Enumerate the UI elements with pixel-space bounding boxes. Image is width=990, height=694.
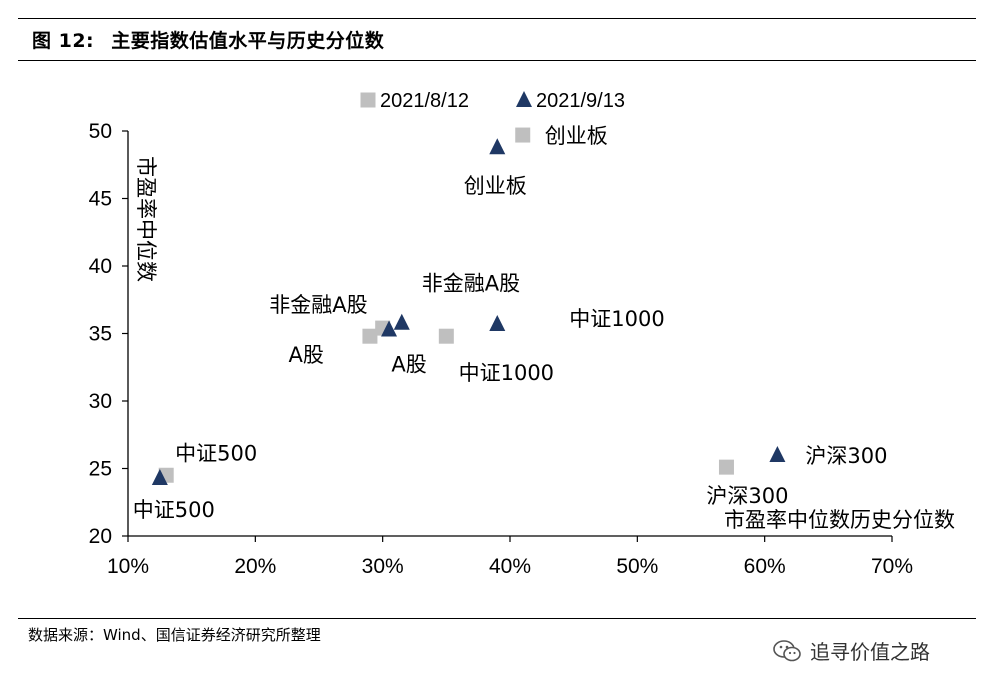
point-label: 沪深300 — [805, 444, 887, 468]
data-point-triangle — [769, 446, 786, 462]
y-tick-label: 45 — [89, 188, 112, 211]
point-label: 创业板 — [545, 124, 608, 148]
x-tick-label: 60% — [744, 555, 786, 578]
data-point-square — [362, 328, 378, 344]
y-tick-label: 25 — [89, 458, 112, 481]
source-note: 数据来源：Wind、国信证券经济研究所整理 — [28, 626, 321, 644]
y-tick-label: 20 — [89, 525, 112, 548]
point-label: A股 — [391, 352, 426, 376]
x-tick-label: 20% — [234, 555, 276, 578]
x-axis-label: 市盈率中位数历史分位数 — [724, 508, 955, 532]
data-point-triangle — [381, 320, 398, 337]
title-rule — [18, 60, 976, 61]
x-tick-label: 10% — [107, 555, 149, 578]
point-label: 沪深300 — [706, 484, 788, 508]
footer-rule — [18, 618, 976, 619]
x-tick-label: 30% — [362, 555, 404, 578]
data-point-square — [438, 328, 454, 344]
data-point-triangle — [151, 468, 168, 485]
data-point-square — [718, 459, 734, 475]
data-point-triangle — [489, 315, 506, 332]
chart-legend: 2021/8/12 2021/9/13 — [360, 90, 625, 112]
data-point-triangle — [393, 313, 410, 330]
figure-title-text: 主要指数估值水平与历史分位数 — [111, 30, 385, 52]
y-tick-label: 40 — [89, 255, 112, 278]
data-point-triangle — [489, 138, 506, 155]
point-label: 中证500 — [175, 441, 257, 465]
data-point-square — [515, 127, 531, 143]
point-label: 中证1000 — [569, 307, 664, 331]
x-tick-label: 50% — [616, 555, 658, 578]
legend-label: 2021/9/13 — [536, 90, 625, 112]
watermark: 追寻价值之路 — [772, 636, 930, 665]
top-rule — [18, 18, 976, 19]
legend-label: 2021/8/12 — [380, 90, 469, 112]
y-tick-label: 30 — [89, 390, 112, 413]
watermark-text: 追寻价值之路 — [810, 640, 930, 664]
chart-ticks: 10% 20% 30% 40% 50% 60% 70% 20 25 30 35 40 45 50 — [89, 120, 913, 578]
x-tick-label: 40% — [489, 555, 531, 578]
legend-marker-triangle — [516, 91, 532, 107]
x-tick-label: 70% — [871, 555, 913, 578]
y-axis-label: 市盈率中位数 — [134, 156, 158, 282]
point-label: 创业板 — [464, 174, 527, 198]
figure-label: 图 12: — [32, 30, 95, 52]
chart-points — [151, 127, 786, 485]
point-label: 非金融A股 — [269, 293, 367, 317]
legend-marker-square — [360, 92, 376, 108]
figure-title: 图 12: 主要指数估值水平与历史分位数 — [32, 26, 384, 53]
wechat-icon — [773, 639, 801, 661]
y-tick-label: 35 — [89, 323, 112, 346]
point-label: A股 — [289, 343, 324, 367]
point-label: 中证1000 — [459, 361, 554, 385]
point-label: 非金融A股 — [422, 272, 520, 296]
y-tick-label: 50 — [89, 120, 112, 143]
point-label: 中证500 — [133, 498, 215, 522]
